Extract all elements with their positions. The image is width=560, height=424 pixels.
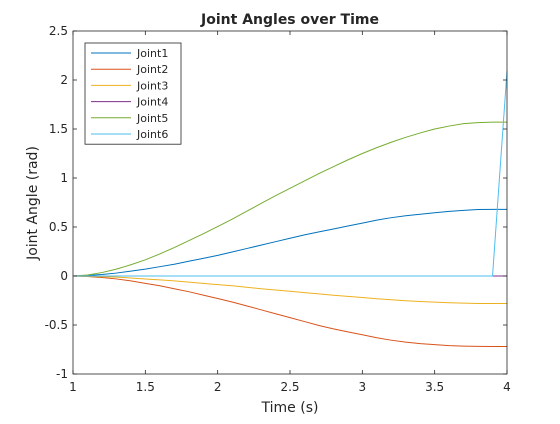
x-tick-label: 2.5 <box>280 380 299 394</box>
legend-label-joint6: Joint6 <box>136 128 168 141</box>
y-tick-label: 2.5 <box>49 24 68 38</box>
plot-area <box>72 71 508 348</box>
legend-label-joint4: Joint4 <box>136 96 168 109</box>
y-tick-label: 1.5 <box>49 122 68 136</box>
legend-box <box>84 42 182 145</box>
y-tick-label: 0.5 <box>49 220 68 234</box>
legend-label-joint5: Joint5 <box>136 112 168 125</box>
x-tick-label: 1 <box>69 380 77 394</box>
y-tick-label: -0.5 <box>45 318 68 332</box>
legend: Joint1 Joint2 Joint3 Joint4 Joint5 Joint6 <box>84 42 182 145</box>
legend-label-joint2: Joint2 <box>136 63 168 76</box>
x-tick-label: 3.5 <box>425 380 444 394</box>
series-line-joint6 <box>73 71 508 277</box>
series-line-joint1 <box>72 208 507 277</box>
legend-label-joint1: Joint1 <box>136 47 168 60</box>
y-tick-label: -1 <box>56 367 68 381</box>
series-line-joint2 <box>72 275 507 348</box>
y-tick-label: 2 <box>60 73 68 87</box>
x-tick-label: 2 <box>214 380 222 394</box>
x-tick-label: 4 <box>503 380 511 394</box>
series-line-joint5 <box>72 121 507 277</box>
series-line-joint3 <box>72 275 507 305</box>
y-axis-label: Joint Angle (rad) <box>25 146 41 261</box>
tick-group: 1 1.5 2 2.5 3 3.5 4 -1 -0.5 0 0.5 1 1.5 2 2.5 <box>45 24 511 394</box>
x-axis-label: Time (s) <box>261 400 319 416</box>
chart-title: Joint Angles over Time <box>200 12 379 28</box>
x-tick-label: 3 <box>359 380 367 394</box>
y-tick-label: 1 <box>60 171 68 185</box>
x-tick-label: 1.5 <box>136 380 155 394</box>
legend-label-joint3: Joint3 <box>136 79 168 92</box>
y-tick-label: 0 <box>60 269 68 283</box>
